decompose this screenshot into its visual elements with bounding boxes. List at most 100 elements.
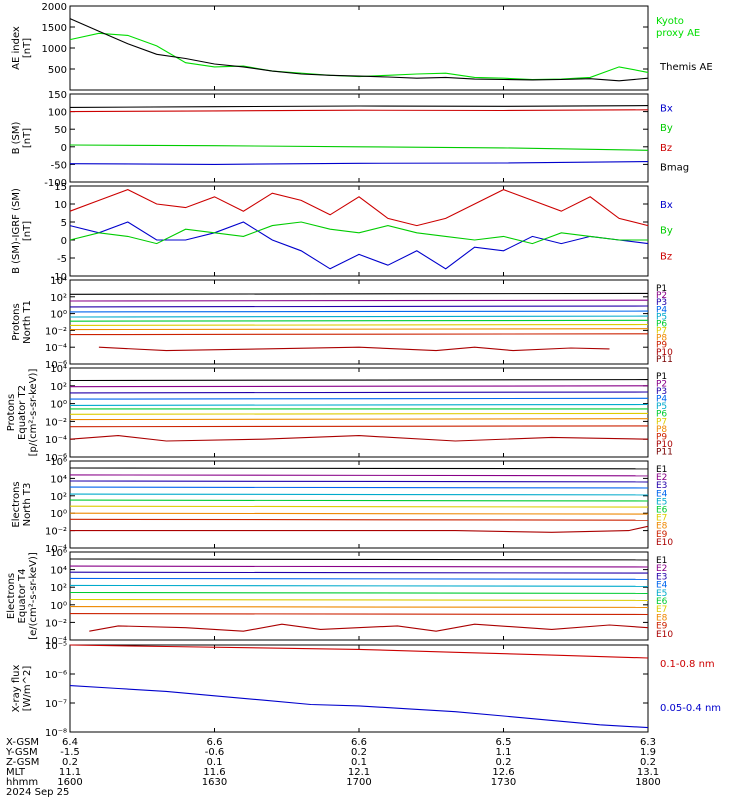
panel-2: -100 -50 0 50 100 150 B (SM) [nT] Bx By Bz Bmag — [11, 90, 689, 189]
x-axis-value: 0.1 — [351, 757, 367, 768]
x-axis-value: 1700 — [346, 777, 371, 788]
y-tick-label: 0 — [61, 236, 67, 247]
series-line — [69, 385, 649, 388]
y-tick-label: -100 — [44, 178, 67, 189]
legend-entry: By — [660, 123, 673, 134]
panel-frame — [69, 5, 649, 91]
legend-entry: P2 — [656, 380, 667, 390]
series-line — [69, 319, 649, 322]
y-tick-label: -50 — [51, 160, 67, 171]
y-axis-label: [e/(cm²-s-sr-keV)] — [28, 552, 39, 640]
legend-entry: P8 — [656, 425, 667, 435]
series-line — [69, 518, 649, 521]
series-line — [69, 310, 649, 313]
panel-frame — [69, 644, 649, 733]
legend-entry: P11 — [656, 447, 673, 457]
series-line — [69, 512, 649, 515]
y-tick-label: 10⁻⁶ — [45, 360, 67, 371]
y-axis-label: [nT] — [22, 221, 33, 241]
y-axis-label: Equator T2 — [17, 385, 28, 440]
legend-entry: E4 — [656, 489, 668, 499]
x-axis-value: 6.6 — [351, 737, 367, 748]
series-line — [69, 305, 649, 308]
legend-entry: P1 — [656, 372, 667, 382]
series-line — [69, 379, 649, 382]
y-tick-label: 10⁰ — [50, 601, 67, 612]
y-tick-label: 100 — [48, 108, 67, 119]
series-line — [69, 221, 648, 245]
legend-entry: P5 — [656, 312, 667, 322]
legend-entry: P11 — [656, 355, 673, 365]
series-line — [69, 571, 649, 574]
series-line — [69, 292, 649, 295]
y-axis-label: Protons — [6, 394, 17, 431]
y-tick-label: 10⁴ — [50, 364, 67, 375]
x-axis-row-label: hhmm — [6, 777, 38, 788]
legend-entry: P4 — [656, 395, 667, 405]
y-tick-label: 10⁰ — [50, 509, 67, 520]
legend-entry: Bmag — [660, 162, 689, 173]
panel-4: 10⁻⁶ 10⁻⁴ 10⁻² 10⁰ 10² 10⁴ Protons North T1 P1P2… — [11, 276, 673, 371]
series-line — [69, 418, 649, 421]
y-tick-label: 10⁻² — [45, 417, 67, 428]
legend-entry: Bz — [660, 143, 672, 154]
x-axis-row-label: Z-GSM — [6, 757, 39, 768]
x-axis-value: 13.1 — [637, 767, 659, 778]
legend-entry: P10 — [656, 440, 673, 450]
x-axis-table: X-GSM 6.4 6.6 6.6 6.5 6.3Y-GSM -1.5 -0.6 0.2 1.1 1… — [5, 737, 661, 798]
y-axis-label: Electrons — [11, 481, 22, 527]
series-line — [69, 577, 649, 580]
x-axis-value: 6.4 — [62, 737, 78, 748]
y-tick-label: 10⁴ — [50, 566, 67, 577]
panel-3: -10 -5 0 5 10 15 B (SM)-IGRF (SM) [nT] Bx By Bz — [11, 182, 673, 283]
legend-entry: Bx — [660, 104, 673, 115]
y-tick-label: 10² — [50, 293, 67, 304]
y-axis-label: Equator T4 — [17, 569, 28, 624]
legend-entry: E7 — [656, 605, 667, 615]
series-line — [98, 346, 610, 352]
y-tick-label: 10⁴ — [50, 276, 67, 287]
series-line — [69, 161, 649, 165]
y-tick-label: 10⁻⁴ — [45, 343, 67, 354]
legend-entry: By — [660, 226, 673, 237]
legend-entry: E5 — [656, 589, 667, 599]
y-tick-label: 10⁻² — [45, 527, 67, 538]
legend-entry: P8 — [656, 334, 667, 344]
series-line — [69, 32, 649, 81]
series-line — [69, 328, 649, 331]
series-line — [69, 403, 649, 406]
panel-frame — [69, 367, 649, 458]
x-axis-value: 6.5 — [496, 737, 512, 748]
y-tick-label: 10 — [54, 200, 67, 211]
x-axis-value: 0.1 — [207, 757, 223, 768]
y-axis-label: [nT] — [22, 128, 33, 148]
legend-entry: E2 — [656, 564, 667, 574]
x-axis-value: 11.1 — [59, 767, 81, 778]
legend-entry: E2 — [656, 473, 667, 483]
x-axis-date: 2024 Sep 25 — [6, 787, 69, 798]
y-axis-label: [p/(cm²-s-sr-keV)] — [28, 369, 39, 457]
y-axis-label: [W/m^2] — [22, 666, 33, 712]
x-axis-value: 0.2 — [62, 757, 78, 768]
x-axis-value: 1630 — [202, 777, 227, 788]
series-line — [69, 584, 649, 587]
series-line — [69, 467, 649, 470]
legend-entry: E10 — [656, 538, 673, 548]
legend-entry: Kyoto — [656, 16, 684, 27]
series-line — [69, 144, 649, 151]
y-tick-label: 10⁻⁵ — [45, 641, 67, 652]
legend-entry: 0.05-0.4 nm — [660, 703, 721, 714]
series-line — [69, 480, 649, 483]
legend-entry: E4 — [656, 581, 668, 591]
y-axis-label: B (SM) — [11, 121, 22, 154]
legend-entry: Themis AE — [659, 62, 713, 73]
x-axis-value: 12.1 — [348, 767, 370, 778]
legend-entry: E6 — [656, 506, 668, 516]
x-axis-value: 6.3 — [640, 737, 656, 748]
y-tick-label: 1000 — [42, 44, 67, 55]
y-tick-label: 10² — [50, 492, 67, 503]
legend-entry: E6 — [656, 597, 668, 607]
panel-frame — [69, 185, 649, 277]
